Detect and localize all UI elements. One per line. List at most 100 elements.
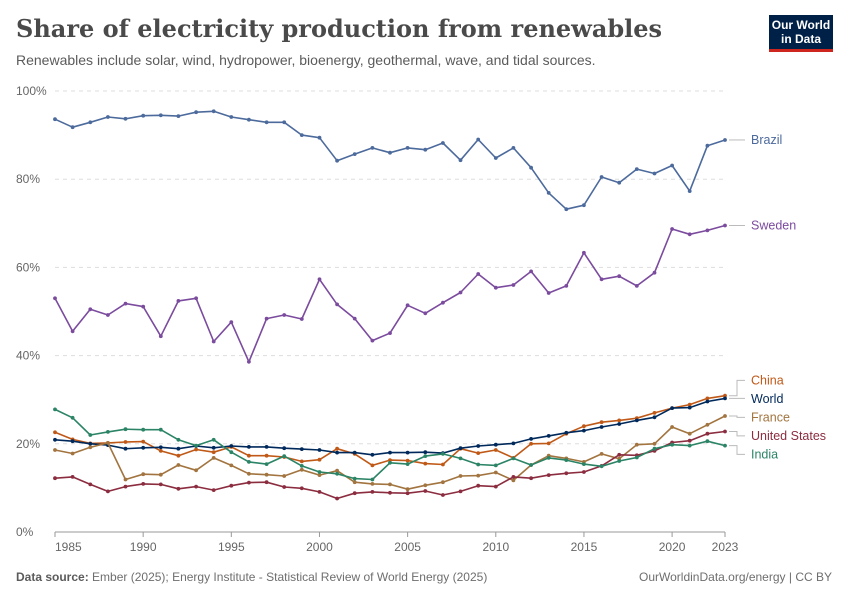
data-point-sweden: [299, 317, 304, 321]
data-point-united-states: [317, 490, 322, 494]
data-point-world: [546, 434, 551, 438]
data-point-france: [441, 480, 445, 485]
data-point-world: [70, 439, 75, 444]
data-point-united-states: [388, 490, 392, 495]
data-point-sweden: [247, 359, 251, 364]
series-label-united-states: United States: [751, 429, 826, 443]
data-point-world: [599, 425, 604, 429]
data-point-china: [723, 393, 727, 398]
data-point-world: [299, 447, 304, 451]
data-point-brazil: [388, 150, 392, 155]
data-point-brazil: [687, 189, 692, 194]
data-point-sweden: [511, 283, 516, 287]
data-point-india: [335, 471, 339, 476]
data-point-united-states: [405, 491, 410, 496]
data-point-united-states: [546, 473, 551, 477]
data-point-united-states: [282, 485, 287, 489]
data-point-sweden: [670, 227, 674, 231]
data-point-united-states: [582, 470, 586, 474]
data-point-france: [723, 414, 727, 418]
y-tick-label: 0%: [16, 525, 34, 539]
data-point-world: [617, 422, 622, 426]
footer-credit[interactable]: OurWorldinData.org/energy | CC BY: [639, 570, 832, 584]
data-point-sweden: [634, 284, 639, 288]
data-point-india: [388, 460, 392, 465]
data-point-india: [194, 443, 199, 448]
data-point-world: [723, 396, 727, 401]
data-point-india: [264, 462, 269, 466]
data-point-sweden: [317, 277, 322, 282]
data-point-sweden: [141, 304, 146, 309]
data-point-sweden: [599, 277, 604, 282]
gridlines: [55, 90, 725, 445]
data-point-brazil: [529, 165, 533, 170]
data-point-brazil: [176, 114, 181, 118]
data-point-india: [723, 443, 727, 448]
data-point-sweden: [582, 250, 586, 255]
data-point-france: [106, 441, 110, 445]
data-point-brazil: [88, 120, 93, 125]
data-point-france: [211, 456, 216, 460]
data-point-united-states: [88, 482, 93, 487]
data-point-world: [493, 442, 498, 447]
data-point-france: [511, 478, 516, 483]
data-point-world: [317, 448, 322, 452]
data-point-united-states: [264, 480, 269, 485]
data-point-india: [582, 462, 586, 466]
x-tick-label: 1985: [55, 540, 82, 554]
logo-line-2: in Data: [780, 32, 821, 46]
data-point-world: [229, 444, 234, 448]
data-point-china: [141, 439, 146, 444]
data-point-china: [335, 446, 339, 451]
data-point-india: [405, 462, 410, 466]
data-point-brazil: [194, 110, 199, 115]
data-point-united-states: [53, 476, 57, 481]
data-point-united-states: [335, 496, 339, 501]
series-label-world: World: [751, 392, 783, 406]
data-point-sweden: [53, 296, 57, 301]
data-point-world: [141, 445, 146, 450]
data-point-china: [705, 396, 710, 401]
data-point-france: [458, 474, 463, 478]
data-point-france: [493, 470, 498, 475]
data-point-world: [370, 452, 375, 457]
data-point-united-states: [441, 493, 445, 497]
data-point-world: [458, 446, 463, 451]
data-point-united-states: [476, 483, 481, 488]
data-point-united-states: [141, 482, 146, 486]
data-point-india: [106, 430, 110, 434]
data-point-brazil: [123, 116, 128, 121]
series-line-sweden: [54, 224, 726, 363]
data-point-world: [388, 450, 392, 455]
data-point-world: [511, 441, 516, 446]
data-point-brazil: [476, 137, 481, 142]
data-point-france: [194, 468, 199, 473]
data-point-france: [599, 452, 604, 456]
y-tick-label: 40%: [16, 349, 40, 363]
data-point-brazil: [564, 207, 569, 212]
owid-logo[interactable]: Our World in Data: [769, 15, 833, 52]
data-point-india: [529, 463, 533, 467]
data-point-brazil: [599, 175, 604, 179]
data-point-sweden: [70, 329, 75, 334]
data-point-world: [529, 437, 533, 441]
data-point-sweden: [194, 296, 199, 301]
data-point-sweden: [493, 285, 498, 290]
data-point-world: [352, 450, 357, 455]
data-point-brazil: [70, 125, 75, 130]
data-point-india: [282, 454, 287, 458]
data-point-sweden: [211, 339, 216, 344]
data-point-sweden: [564, 284, 569, 288]
data-point-brazil: [634, 167, 639, 172]
data-point-sweden: [405, 303, 410, 308]
data-point-india: [299, 464, 304, 468]
data-point-sweden: [370, 338, 375, 343]
data-point-world: [53, 437, 57, 442]
y-tick-label: 100%: [16, 84, 47, 98]
data-point-india: [317, 470, 322, 474]
data-point-sweden: [687, 232, 692, 237]
data-point-united-states: [423, 489, 428, 493]
data-point-china: [388, 458, 392, 462]
data-point-india: [211, 437, 216, 442]
data-point-india: [493, 463, 498, 468]
